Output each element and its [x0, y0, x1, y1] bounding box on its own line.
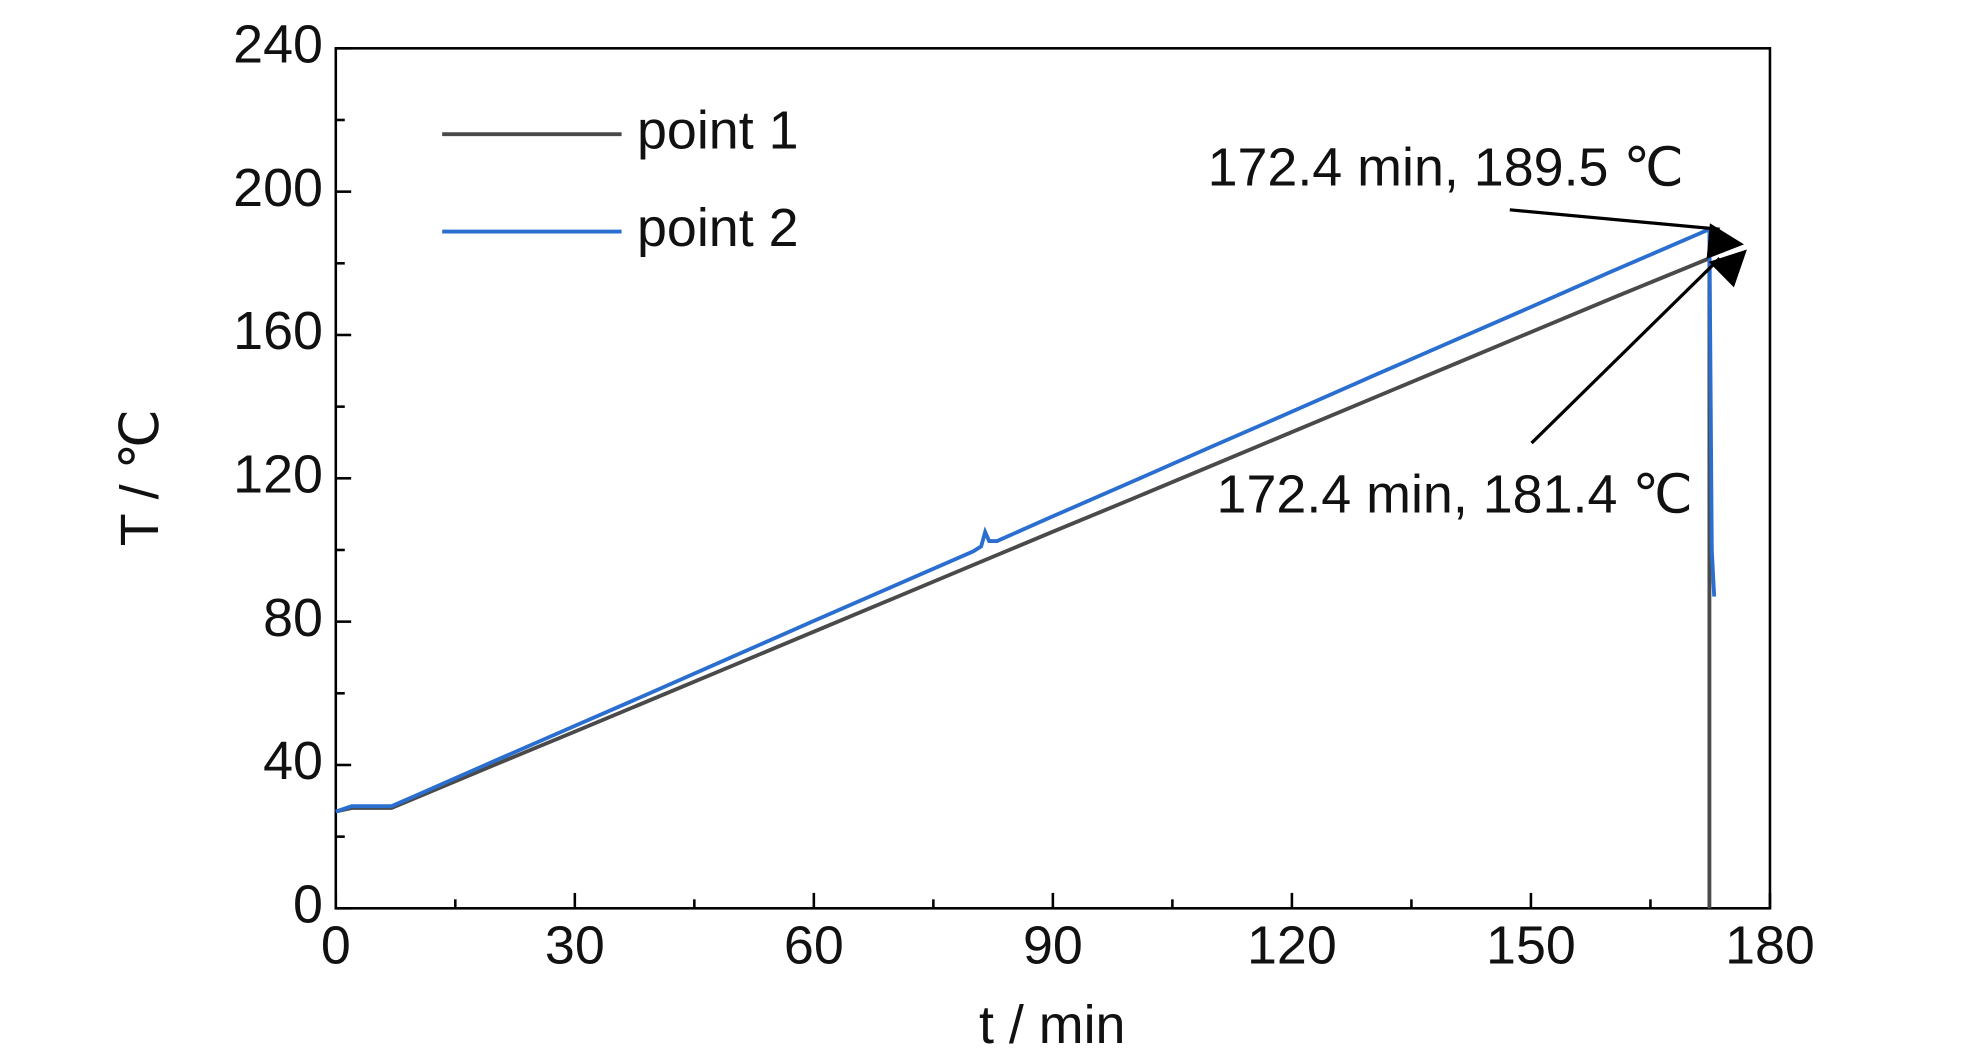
y-tick-label: 40 [263, 731, 323, 791]
x-tick-label: 120 [1247, 916, 1337, 976]
annotation: 172.4 min, 181.4 ℃ [1217, 464, 1693, 524]
y-tick-label: 240 [233, 15, 323, 75]
x-tick-label: 30 [545, 916, 605, 976]
x-tick-label: 90 [1023, 916, 1083, 976]
annotation: 172.4 min, 189.5 ℃ [1208, 138, 1684, 198]
x-tick-label: 60 [784, 916, 844, 976]
x-tick-label: 0 [321, 916, 351, 976]
legend-label: point 1 [637, 100, 799, 160]
y-tick-label: 0 [293, 875, 323, 935]
y-tick-label: 200 [233, 158, 323, 218]
data-line [335, 255, 1712, 909]
y-axis-label: T / ℃ [110, 409, 170, 546]
data-line [335, 226, 1717, 814]
legend-label: point 2 [637, 198, 799, 258]
y-tick-label: 80 [263, 588, 323, 648]
x-axis-label: t / min [979, 995, 1126, 1055]
x-tick-label: 180 [1725, 916, 1815, 976]
annotation-arrow [1530, 249, 1747, 445]
x-tick-label: 150 [1486, 916, 1576, 976]
y-tick-label: 160 [233, 301, 323, 361]
annotation-arrow [1509, 208, 1745, 259]
y-tick-label: 120 [233, 445, 323, 505]
